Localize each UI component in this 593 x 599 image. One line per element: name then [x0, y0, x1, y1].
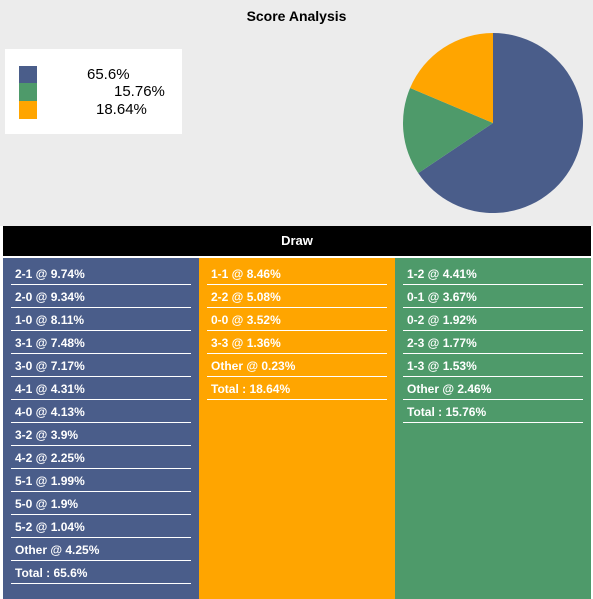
- score-item: 5-2 @ 1.04%: [11, 516, 191, 538]
- legend-item-away: 15.76%: [5, 83, 182, 101]
- legend-swatch-home: [19, 66, 37, 84]
- score-total: Total : 15.76%: [403, 401, 583, 423]
- away-column-header: [395, 226, 591, 256]
- score-item: 2-0 @ 9.34%: [11, 286, 191, 308]
- score-item: 4-1 @ 4.31%: [11, 378, 191, 400]
- score-item: 0-0 @ 3.52%: [207, 309, 387, 331]
- score-item: 0-2 @ 1.92%: [403, 309, 583, 331]
- score-item: 3-0 @ 7.17%: [11, 355, 191, 377]
- score-item: 5-0 @ 1.9%: [11, 493, 191, 515]
- legend-label-home: 65.6%: [87, 66, 130, 83]
- summary-panel: Score Analysis 65.6% 15.76% 18.64%: [0, 0, 593, 226]
- score-item: Other @ 2.46%: [403, 378, 583, 400]
- score-total: Total : 65.6%: [11, 562, 191, 584]
- score-item: 2-3 @ 1.77%: [403, 332, 583, 354]
- score-item: Other @ 4.25%: [11, 539, 191, 561]
- away-column: 1-2 @ 4.41% 0-1 @ 3.67% 0-2 @ 1.92% 2-3 @ 1…: [395, 226, 591, 599]
- pie-slice-draw: [410, 32, 493, 123]
- home-column: 2-1 @ 9.74% 2-0 @ 9.34% 1-0 @ 8.11% 3-1 @ 7…: [3, 226, 199, 599]
- home-column-body: 2-1 @ 9.74% 2-0 @ 9.34% 1-0 @ 8.11% 3-1 @ 7…: [3, 258, 199, 599]
- score-item: 5-1 @ 1.99%: [11, 470, 191, 492]
- score-item: 1-1 @ 8.46%: [207, 263, 387, 285]
- pie-slice-away: [402, 87, 493, 174]
- legend-swatch-away: [19, 83, 37, 101]
- score-item: 1-2 @ 4.41%: [403, 263, 583, 285]
- legend-label-away: 15.76%: [114, 83, 165, 100]
- score-item: 1-0 @ 8.11%: [11, 309, 191, 331]
- score-item: 1-3 @ 1.53%: [403, 355, 583, 377]
- score-item: 3-3 @ 1.36%: [207, 332, 387, 354]
- legend-item-home: 65.6%: [5, 66, 182, 84]
- draw-column: Draw 1-1 @ 8.46% 2-2 @ 5.08% 0-0 @ 3.52% 3-…: [199, 226, 395, 599]
- legend-swatch-draw: [19, 101, 37, 119]
- score-item: Other @ 0.23%: [207, 355, 387, 377]
- score-item: 4-0 @ 4.13%: [11, 401, 191, 423]
- legend-item-draw: 18.64%: [5, 101, 182, 119]
- pie-slice-home: [418, 33, 584, 214]
- chart-title: Score Analysis: [246, 8, 347, 24]
- score-item: 2-2 @ 5.08%: [207, 286, 387, 308]
- draw-column-body: 1-1 @ 8.46% 2-2 @ 5.08% 0-0 @ 3.52% 3-3 @ 1…: [199, 258, 395, 599]
- home-column-header: [3, 226, 199, 256]
- score-item: 3-1 @ 7.48%: [11, 332, 191, 354]
- draw-column-header: Draw: [199, 226, 395, 256]
- score-item: 3-2 @ 3.9%: [11, 424, 191, 446]
- away-column-body: 1-2 @ 4.41% 0-1 @ 3.67% 0-2 @ 1.92% 2-3 @ 1…: [395, 258, 591, 599]
- score-item: 0-1 @ 3.67%: [403, 286, 583, 308]
- score-item: 4-2 @ 2.25%: [11, 447, 191, 469]
- chart-legend: 65.6% 15.76% 18.64%: [5, 49, 182, 134]
- score-total: Total : 18.64%: [207, 378, 387, 400]
- legend-label-draw: 18.64%: [96, 101, 147, 118]
- score-item: 2-1 @ 9.74%: [11, 263, 191, 285]
- pie-chart: [402, 32, 584, 214]
